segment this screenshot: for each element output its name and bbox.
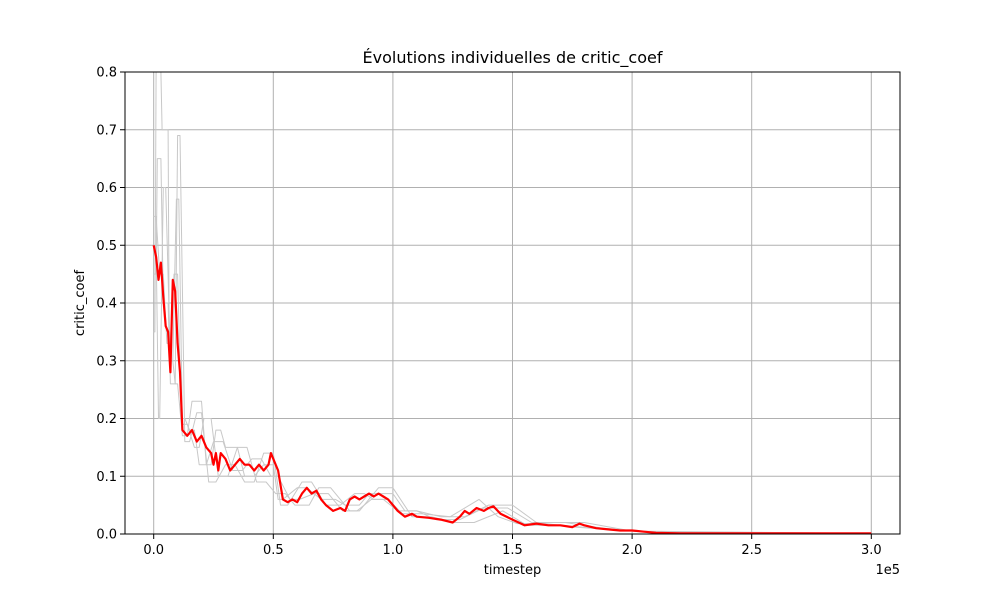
x-tick-label: 0.5: [263, 543, 284, 558]
x-tick-label: 2.5: [741, 543, 762, 558]
individual-series-line: [153, 215, 872, 534]
y-tick-label: 0.3: [96, 354, 117, 369]
individual-series-line: [153, 135, 872, 534]
y-tick-label: 0.4: [96, 297, 117, 312]
y-axis-label: critic_coef: [73, 270, 88, 337]
x-tick-label: 3.0: [861, 543, 882, 558]
mean-series-line: [152, 245, 872, 535]
individual-series-line: [153, 187, 872, 534]
y-tick-label: 0.5: [96, 239, 117, 254]
y-tick-label: 0.1: [96, 470, 117, 485]
y-tick-label: 0.0: [96, 528, 117, 543]
x-tick-label: 0.0: [143, 543, 164, 558]
y-tick-label: 0.6: [96, 181, 117, 196]
y-tick-label: 0.8: [96, 66, 117, 81]
x-tick-label: 2.0: [622, 543, 643, 558]
x-tick-label: 1.5: [502, 543, 523, 558]
y-tick-label: 0.7: [96, 123, 117, 138]
chart-title: Évolutions individuelles de critic_coef: [363, 48, 663, 68]
series-layer: [152, 71, 872, 535]
tick-layer: 0.0 0.5 1.0 1.5 2.0 2.5 3.0 0.0 0.1 0.2 0.3 0.4 0.5 0…: [96, 66, 881, 559]
x-tick-label: 1.0: [383, 543, 404, 558]
x-axis-offset-label: 1e5: [875, 563, 900, 578]
x-axis-label: timestep: [484, 563, 542, 578]
y-tick-label: 0.2: [96, 412, 117, 427]
